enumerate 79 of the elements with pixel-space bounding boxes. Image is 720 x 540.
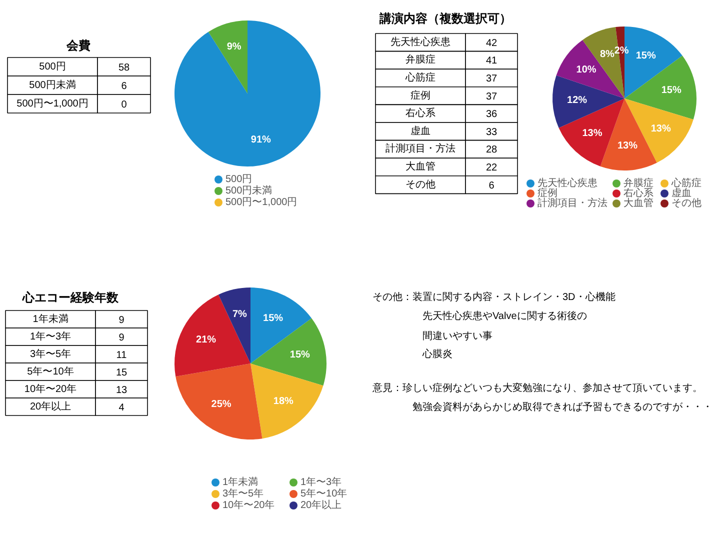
text: 先天性心疾患やValveに関する術後の	[422, 310, 587, 322]
text: 心エコー経験年数	[22, 290, 120, 304]
legend-label: 3年〜5年	[222, 488, 264, 500]
data-label: 41	[486, 56, 498, 67]
data-label: 15%	[636, 50, 656, 62]
legend-label: 症例	[538, 187, 558, 199]
data-label: 0	[121, 99, 128, 110]
category-label: 500円〜1,000円	[16, 98, 88, 110]
category-label: 大血管	[406, 160, 436, 172]
data-label: 9	[118, 332, 125, 344]
category-label: 先天性心疾患	[390, 36, 450, 48]
data-label: 91%	[250, 134, 272, 146]
category-label: 5年〜10年	[27, 365, 74, 378]
text: 会費	[66, 38, 90, 52]
data-label: 42	[486, 38, 498, 49]
data-label: 13%	[582, 128, 602, 139]
text: その他：装置に関する内容・ストレイン・3D・心機能	[372, 291, 616, 303]
data-label: 13	[116, 384, 128, 396]
text: 講演内容（複数選択可）	[378, 12, 512, 26]
category-label: 弁膜症	[406, 54, 436, 66]
data-label: 7%	[232, 309, 247, 320]
data-label: 10%	[576, 64, 596, 76]
data-label: 22	[486, 162, 498, 174]
data-label: 37	[486, 91, 498, 102]
data-label: 37	[486, 74, 498, 84]
category-label: 1年〜3年	[30, 330, 72, 342]
legend-label: 1年未満	[222, 476, 258, 488]
data-label: 15%	[263, 313, 284, 324]
category-label: 虚血	[410, 124, 430, 137]
legend-label: 1年〜3年	[300, 476, 342, 488]
data-label: 15%	[661, 84, 682, 96]
category-label: 20年以上	[30, 400, 72, 412]
data-label: 36	[486, 109, 498, 120]
category-label: 右心系	[406, 107, 436, 120]
data-label: 15	[116, 367, 128, 378]
category-label: その他	[406, 178, 436, 190]
category-label: 症例	[410, 89, 430, 102]
legend-label: 500円未満	[226, 184, 272, 196]
legend-label: 計測項目・方法	[538, 197, 608, 209]
data-label: 4	[118, 402, 125, 414]
legend-label: 弁膜症	[624, 177, 654, 189]
legend-label: 右心系	[624, 187, 654, 199]
category-label: 心筋症	[404, 72, 436, 84]
data-label: 58	[118, 62, 130, 74]
data-label: 6	[121, 80, 128, 92]
legend-label: 10年〜20年	[222, 499, 275, 511]
data-label: 21%	[196, 334, 216, 346]
category-label: 計測項目・方法	[386, 142, 456, 155]
category-label: 500円	[39, 61, 66, 72]
text: 心膜炎	[422, 348, 452, 360]
data-label: 9	[118, 314, 125, 326]
category-label: 3年〜5年	[30, 348, 72, 360]
text: 勉強会資料があらかじめ取得できれば予習もできるのですが・・・	[412, 401, 712, 413]
text: 間違いやすい事	[422, 330, 492, 342]
category-label: 1年未満	[32, 312, 68, 325]
legend-label: 500円	[226, 174, 252, 185]
legend-label: その他	[672, 197, 702, 209]
legend-label: 心筋症	[670, 177, 702, 189]
legend-label: 大血管	[624, 197, 654, 209]
data-label: 25%	[211, 398, 232, 410]
category-label: 500円未満	[29, 78, 76, 91]
legend-label: 先天性心疾患	[538, 177, 598, 189]
data-label: 13%	[617, 140, 638, 152]
data-label: 12%	[567, 95, 588, 106]
legend-label: 5年〜10年	[300, 488, 348, 500]
data-label: 15%	[290, 349, 310, 360]
data-label: 11	[116, 350, 128, 361]
data-label: 18%	[273, 396, 294, 407]
category-label: 10年〜20年	[24, 382, 77, 395]
data-label: 6	[488, 180, 495, 192]
data-label: 9%	[226, 42, 242, 53]
text: 意見：珍しい症例などいつも大変勉強になり、参加させて頂いています。	[372, 382, 702, 394]
data-label: 8%	[600, 48, 615, 60]
data-label: 33	[486, 126, 498, 138]
legend-label: 虚血	[672, 187, 692, 199]
data-label: 28	[486, 144, 498, 156]
legend-label: 500円〜1,000円	[226, 197, 298, 208]
legend-label: 20年以上	[300, 499, 342, 511]
data-label: 13%	[650, 124, 671, 135]
